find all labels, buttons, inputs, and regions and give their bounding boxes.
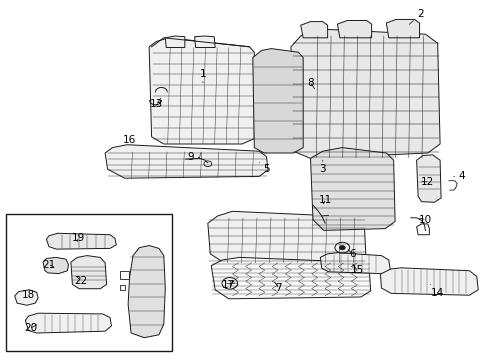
- Text: 17: 17: [222, 280, 235, 290]
- Text: 3: 3: [319, 160, 325, 174]
- Text: 11: 11: [318, 195, 331, 205]
- Polygon shape: [194, 36, 215, 48]
- Text: 18: 18: [21, 290, 35, 300]
- Polygon shape: [46, 233, 116, 249]
- Polygon shape: [128, 246, 165, 338]
- Polygon shape: [211, 257, 370, 299]
- Bar: [120, 271, 128, 279]
- Polygon shape: [149, 38, 254, 144]
- Polygon shape: [300, 22, 327, 38]
- Text: 22: 22: [74, 276, 87, 286]
- Polygon shape: [320, 253, 389, 274]
- Text: 10: 10: [418, 215, 431, 225]
- Polygon shape: [165, 36, 184, 48]
- Text: 6: 6: [347, 249, 355, 259]
- Bar: [120, 285, 124, 290]
- Polygon shape: [71, 256, 106, 289]
- Text: 12: 12: [420, 177, 434, 187]
- Text: 7: 7: [274, 282, 282, 293]
- Circle shape: [339, 246, 345, 250]
- Text: 20: 20: [24, 323, 37, 333]
- Text: 21: 21: [42, 260, 56, 270]
- Polygon shape: [25, 313, 111, 333]
- Polygon shape: [386, 19, 419, 38]
- Polygon shape: [290, 29, 439, 158]
- Bar: [6, 214, 172, 351]
- Polygon shape: [416, 155, 440, 202]
- Text: 4: 4: [453, 171, 465, 181]
- Polygon shape: [337, 21, 371, 38]
- Polygon shape: [252, 49, 303, 153]
- Text: 16: 16: [122, 135, 136, 145]
- Text: 13: 13: [149, 98, 163, 109]
- Text: 2: 2: [408, 9, 423, 24]
- Text: 9: 9: [187, 152, 199, 162]
- Text: 15: 15: [349, 264, 363, 275]
- Polygon shape: [15, 290, 38, 305]
- Text: 5: 5: [259, 163, 269, 174]
- Polygon shape: [310, 148, 394, 230]
- Text: 19: 19: [71, 233, 85, 243]
- Polygon shape: [207, 211, 365, 264]
- Polygon shape: [105, 145, 267, 178]
- Polygon shape: [43, 257, 68, 274]
- Polygon shape: [380, 268, 477, 295]
- Text: 1: 1: [199, 69, 206, 83]
- Text: 8: 8: [306, 78, 314, 89]
- Text: 14: 14: [429, 284, 444, 298]
